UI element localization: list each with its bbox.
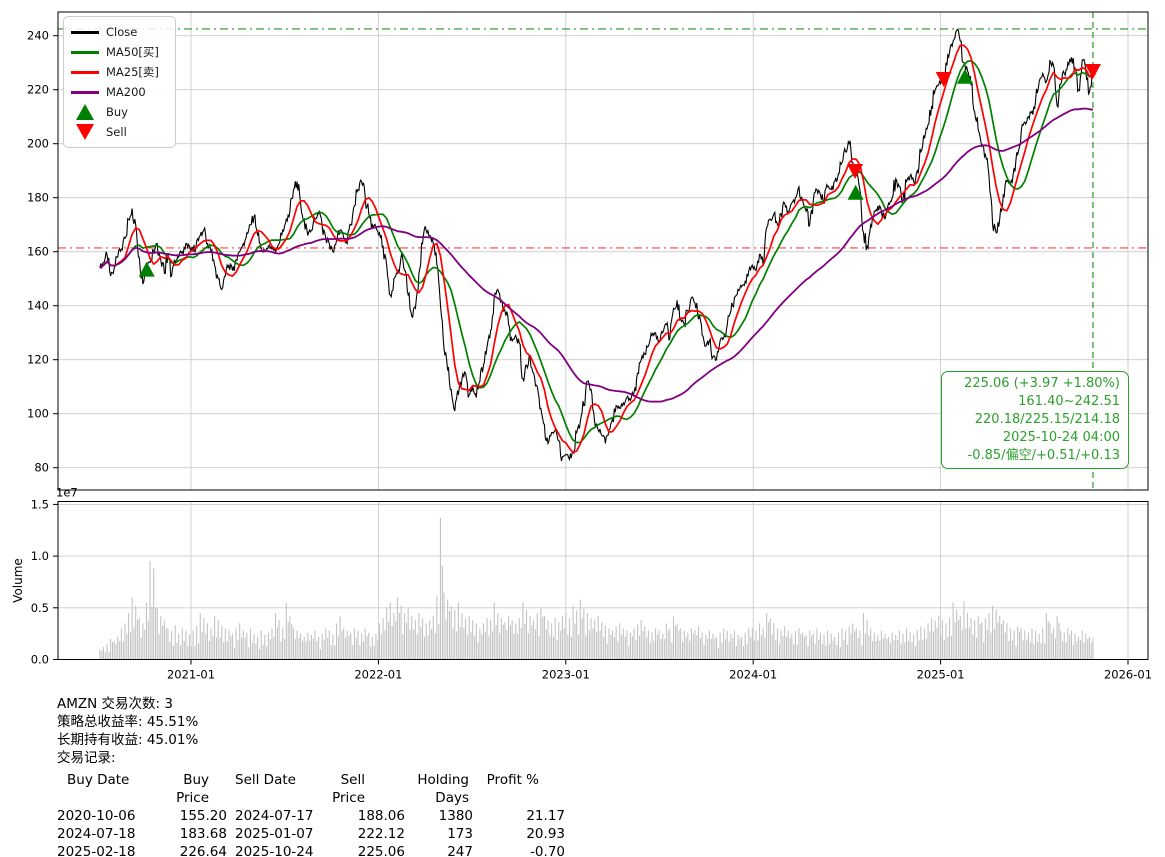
trade-cell: 222.12 xyxy=(357,826,405,842)
trade-cell: 1380 xyxy=(438,808,473,824)
ma25-line-swatch xyxy=(71,70,99,74)
price-tick-label: 80 xyxy=(34,461,49,475)
trade-cell: 2025-02-18 xyxy=(57,844,136,857)
price-tick-label: 200 xyxy=(27,137,49,151)
price-tick-label: 220 xyxy=(27,83,49,97)
strategy-stats: AMZN 交易次数: 3 策略总收益率: 45.51% 长期持有收益: 45.0… xyxy=(57,695,565,857)
x-tick-label: 2024-01 xyxy=(729,668,777,682)
x-tick-label: 2022-01 xyxy=(354,668,402,682)
trade-table: Buy Date Buy Price Sell Date Sell Price Hold… xyxy=(57,771,565,857)
ma25-line xyxy=(99,44,1094,454)
stat-trades-title: 交易记录: xyxy=(57,750,116,766)
trade-cell: 225.06 xyxy=(357,844,405,857)
trade-col-header: Holding Days xyxy=(417,772,469,806)
ma50-line-swatch xyxy=(71,50,99,54)
trade-cell: 247 xyxy=(447,844,473,857)
stat-strategy-return: 策略总收益率: 45.51% xyxy=(57,714,199,730)
axes: 80 100 120 140 160 180 200 220 240 0.0 0.5 1.0 1.5 20… xyxy=(11,11,1152,682)
trade-row: 2020-10-06 155.20 2024-07-17 188.06 1380 21.1… xyxy=(57,807,565,825)
buy-marker xyxy=(847,184,864,200)
trade-cell: 2024-07-18 xyxy=(57,826,136,842)
legend-item-ma50: MA50[买] xyxy=(71,42,167,62)
reference-lines xyxy=(58,12,1148,490)
trade-col-header: Buy Price xyxy=(176,772,209,806)
close-line-swatch xyxy=(71,30,99,34)
trade-col-header: Profit % xyxy=(486,772,539,788)
legend-label: Sell xyxy=(106,125,127,139)
trade-cell: 2024-07-17 xyxy=(235,808,314,824)
legend-item-close: Close xyxy=(71,22,167,42)
quote-timestamp: 2025-10-24 04:00 xyxy=(1002,430,1120,445)
price-tick-label: 180 xyxy=(27,191,49,205)
volume-bars xyxy=(99,517,1094,660)
trade-cell: 155.20 xyxy=(179,808,227,824)
quote-ma-values: 220.18/225.15/214.18 xyxy=(974,412,1120,427)
price-tick-label: 160 xyxy=(27,245,49,259)
trade-cell: 21.17 xyxy=(526,808,565,824)
trade-cell: 2020-10-06 xyxy=(57,808,136,824)
sell-marker xyxy=(935,71,952,87)
trade-cell: -0.70 xyxy=(530,844,565,857)
volume-tick-label: 1.0 xyxy=(31,549,49,563)
quote-signal-line: -0.85/偏空/+0.51/+0.13 xyxy=(967,448,1120,463)
buy-triangle-icon xyxy=(71,104,99,120)
trade-cell: 188.06 xyxy=(357,808,405,824)
sell-triangle-icon xyxy=(71,124,99,140)
legend-label: Close xyxy=(106,25,138,39)
trade-col-header: Sell Date xyxy=(235,772,296,788)
ma50-line xyxy=(99,59,1094,444)
x-tick-label: 2026-01 xyxy=(1104,668,1152,682)
trade-row: 2025-02-18 226.64 2025-10-24 225.06 247 -0.70 xyxy=(57,843,565,857)
trade-markers xyxy=(138,64,1101,277)
ma200-line-swatch xyxy=(71,90,99,94)
legend: Close MA50[买] MA25[卖] MA200 Buy Sell xyxy=(63,16,176,148)
legend-label: MA200 xyxy=(106,85,146,99)
x-tick-label: 2021-01 xyxy=(167,668,215,682)
legend-item-sell: Sell xyxy=(71,122,167,142)
trade-col-header: Buy Date xyxy=(67,772,130,788)
volume-tick-label: 0.0 xyxy=(31,653,49,667)
price-tick-label: 100 xyxy=(27,407,49,421)
sell-marker xyxy=(847,163,864,179)
trade-cell: 2025-10-24 xyxy=(235,844,314,857)
price-series xyxy=(99,28,1094,462)
price-tick-label: 140 xyxy=(27,299,49,313)
gridlines xyxy=(58,12,1148,660)
buy-marker xyxy=(138,261,155,277)
trade-cell: 226.64 xyxy=(179,844,227,857)
buy-marker xyxy=(956,68,973,84)
volume-offset-label: 1e7 xyxy=(56,486,78,500)
quote-last-price: 225.06 (+3.97 +1.80%) xyxy=(964,376,1120,391)
stat-trade-count: AMZN 交易次数: 3 xyxy=(57,696,173,712)
legend-item-ma200: MA200 xyxy=(71,82,167,102)
stat-buyhold-return: 长期持有收益: 45.01% xyxy=(57,732,199,748)
price-tick-label: 120 xyxy=(27,353,49,367)
volume-axis-label: Volume xyxy=(11,558,25,603)
trade-cell: 20.93 xyxy=(526,826,565,842)
x-tick-label: 2023-01 xyxy=(542,668,590,682)
trade-cell: 183.68 xyxy=(179,826,227,842)
chart-canvas: 80 100 120 140 160 180 200 220 240 0.0 0.5 1.0 1.5 20… xyxy=(11,11,1152,682)
trade-table-header: Buy Date Buy Price Sell Date Sell Price Hold… xyxy=(57,771,565,807)
legend-label: MA50[买] xyxy=(106,45,159,59)
volume-tick-label: 1.5 xyxy=(31,497,49,511)
legend-item-buy: Buy xyxy=(71,102,167,122)
quote-info-box: 225.06 (+3.97 +1.80%) 161.40~242.51 220.… xyxy=(941,371,1129,469)
trade-cell: 2025-01-07 xyxy=(235,826,314,842)
volume-tick-label: 0.5 xyxy=(31,601,49,615)
trade-row: 2024-07-18 183.68 2025-01-07 222.12 173 20.93 xyxy=(57,825,565,843)
price-tick-label: 240 xyxy=(27,29,49,43)
legend-label: MA25[卖] xyxy=(106,65,159,79)
legend-label: Buy xyxy=(106,105,128,119)
quote-52w-range: 161.40~242.51 xyxy=(1018,394,1120,409)
sell-marker xyxy=(1084,64,1101,80)
x-tick-label: 2025-01 xyxy=(917,668,965,682)
trade-col-header: Sell Price xyxy=(332,772,365,806)
legend-item-ma25: MA25[卖] xyxy=(71,62,167,82)
trade-cell: 173 xyxy=(447,826,473,842)
ma200-line xyxy=(99,107,1094,403)
